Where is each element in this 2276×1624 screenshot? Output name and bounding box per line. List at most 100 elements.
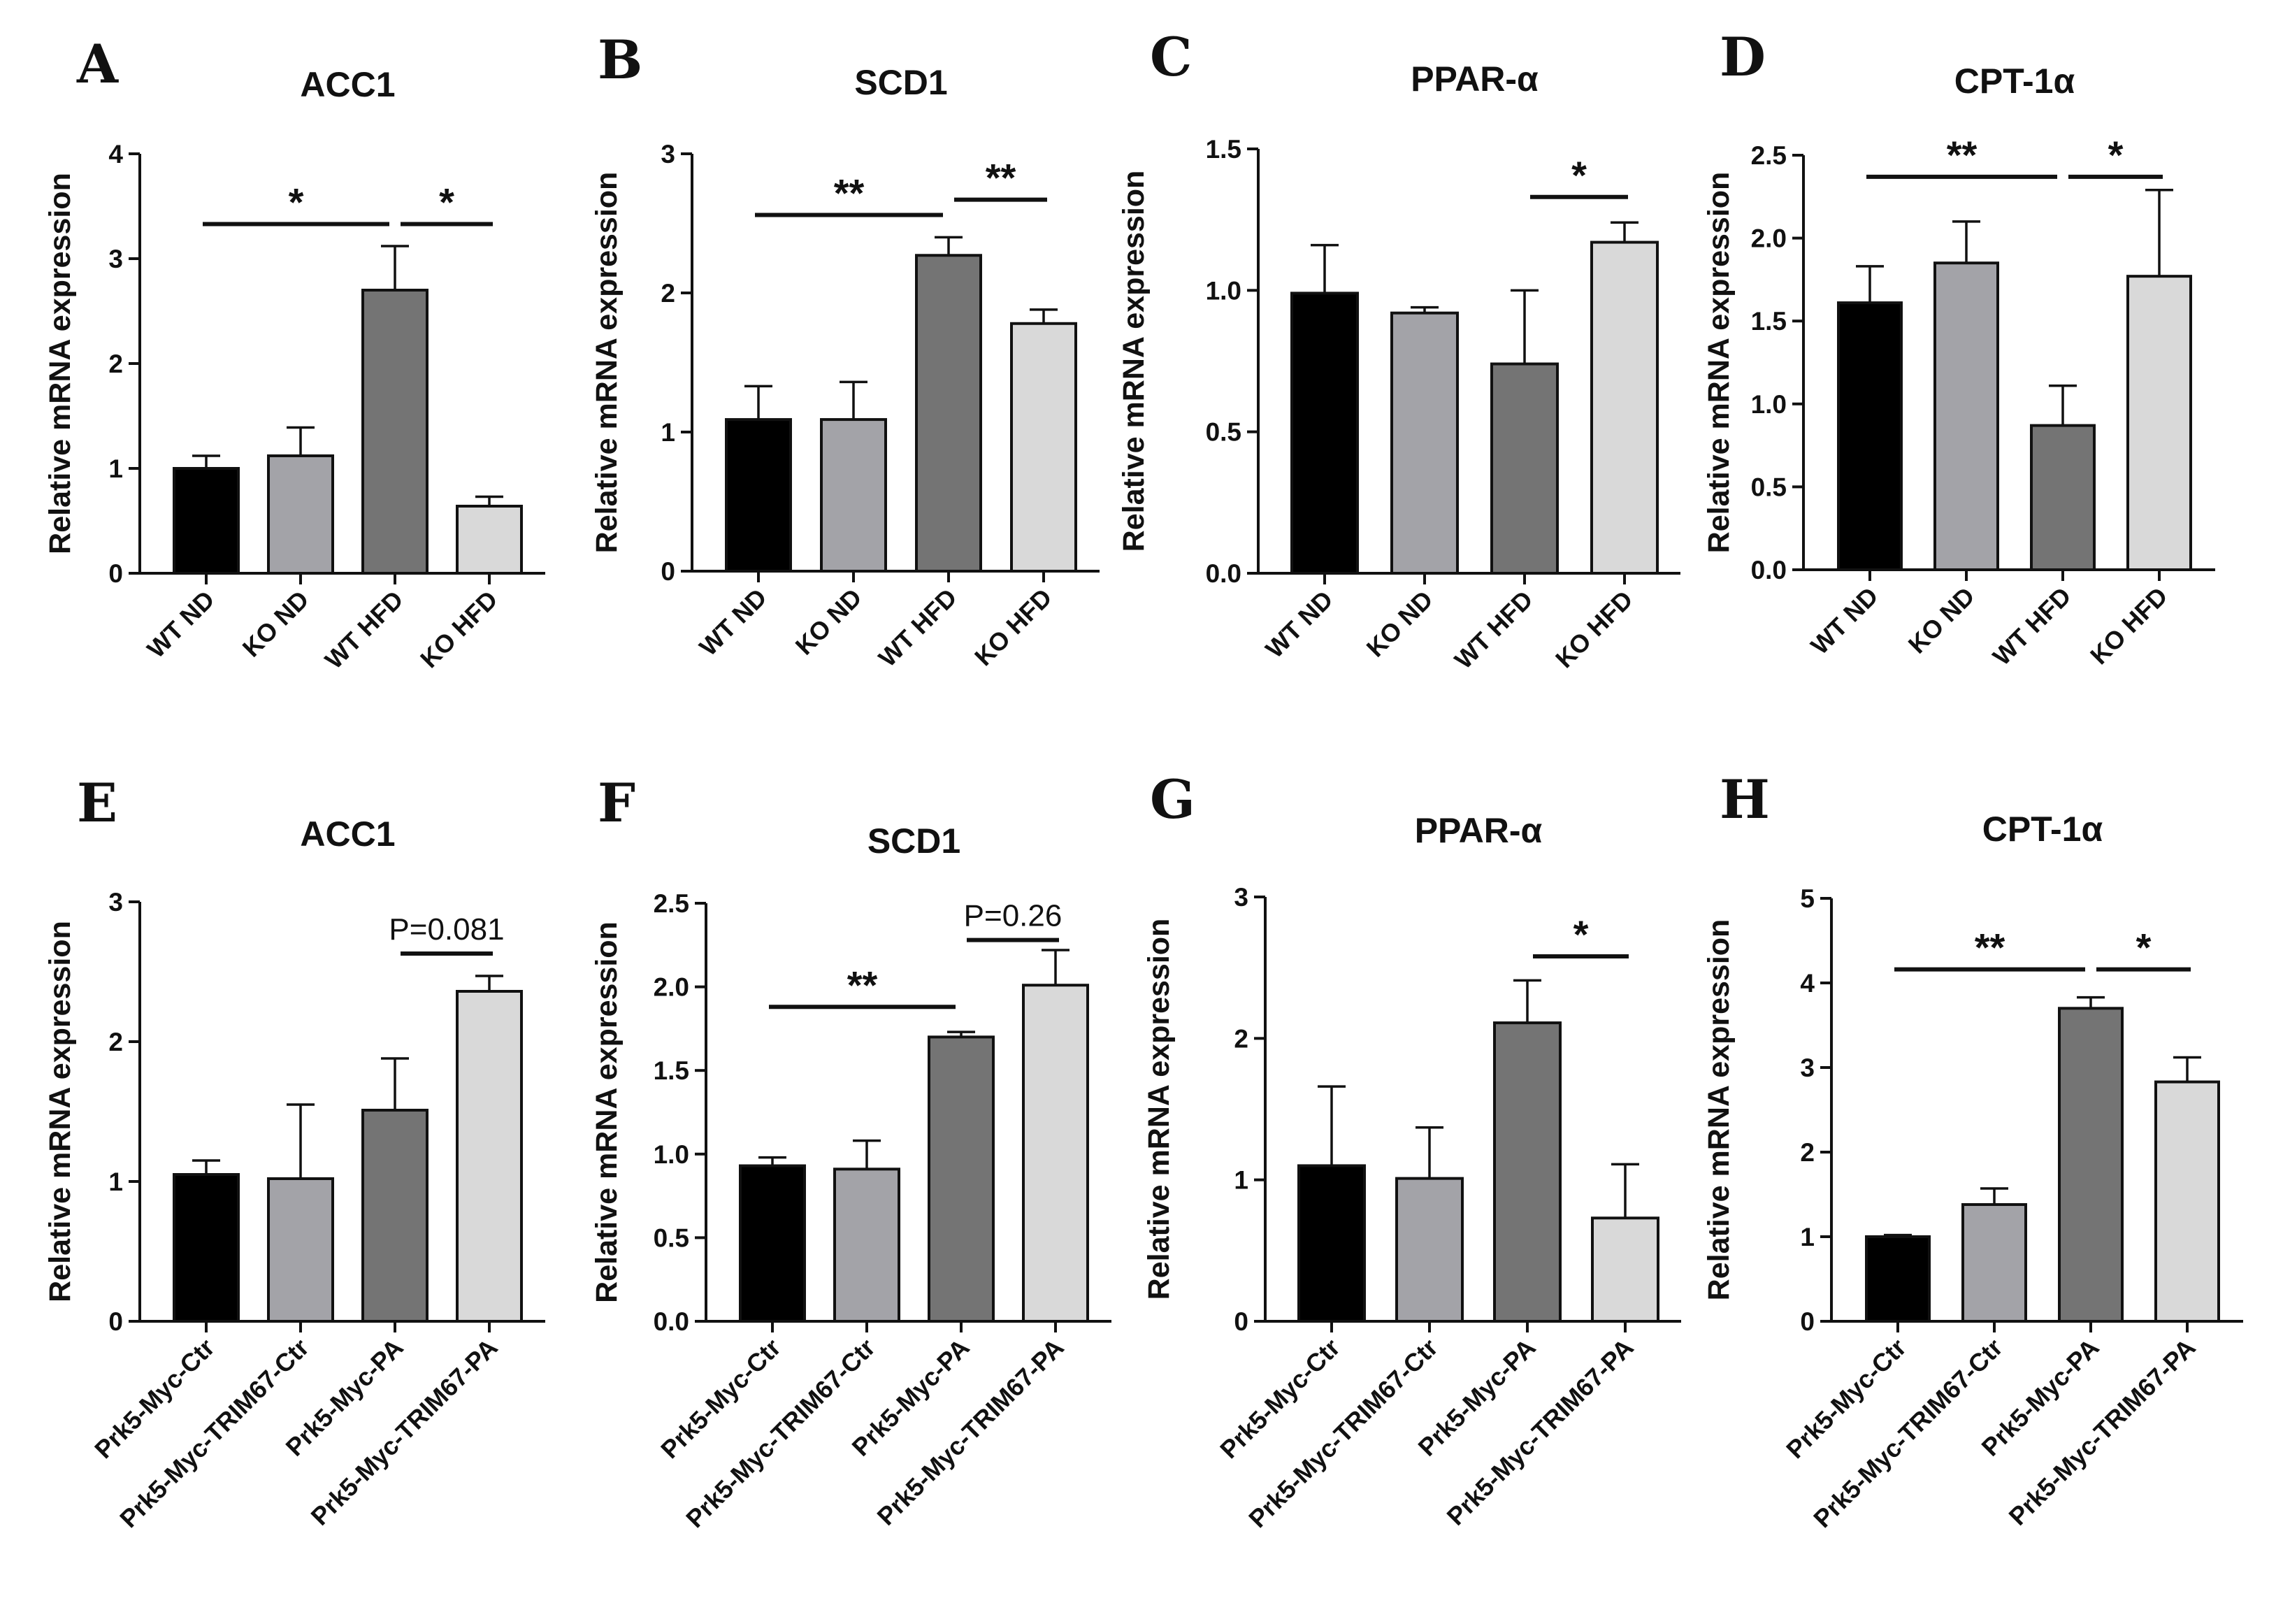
y-tick-label: 1.0 (654, 1140, 689, 1169)
bar-1 (1933, 261, 1999, 571)
x-tick-label: KO ND (1361, 585, 1439, 663)
bar-2 (2058, 1007, 2124, 1323)
bar-2 (361, 289, 428, 575)
y-axis-label: Relative mRNA expression (1142, 919, 1176, 1300)
y-tick-label: 1 (661, 418, 675, 447)
y-axis-label: Relative mRNA expression (1702, 172, 1736, 554)
panel-b: B SCD1 Relative mRNA expression 0 1 2 3 WT ND KO… (590, 29, 1100, 673)
y-tick-label: 1 (1234, 1166, 1248, 1195)
x-tick-label: WT HFD (1987, 582, 2077, 671)
y-tick-label: 2 (1800, 1138, 1815, 1167)
bar-2 (1490, 362, 1559, 575)
bar-0 (173, 1173, 240, 1323)
y-tick-label: 1 (1800, 1223, 1815, 1251)
y-axis-label: Relative mRNA expression (590, 921, 624, 1303)
y-tick-label: 2 (108, 350, 123, 378)
panel-letter: C (1150, 26, 1193, 88)
panel-c: C PPAR-α Relative mRNA expression 0.0 0.5 1.0… (1117, 26, 1680, 675)
y-tick-label: 4 (1800, 969, 1815, 998)
chart-title: PPAR-α (1415, 811, 1543, 850)
chart-title: SCD1 (854, 63, 947, 102)
y-tick-label: 1 (108, 1167, 123, 1196)
y-tick-label: 0 (1800, 1307, 1815, 1336)
panel-e: E ACC1 Relative mRNA expression 0 1 2 3 Prk5-My… (43, 772, 545, 1533)
significance-label: * (1573, 912, 1589, 956)
significance-label: ** (1975, 926, 2005, 970)
y-tick-label: 2.5 (654, 889, 689, 918)
y-tick-label: 0.0 (1206, 559, 1241, 588)
bar-3 (2154, 1080, 2220, 1323)
x-tick-label: KO ND (790, 583, 867, 661)
bar-0 (173, 467, 240, 575)
y-tick-label: 2 (108, 1028, 123, 1056)
bar-0 (1837, 301, 1903, 571)
panel-letter: B (598, 29, 642, 91)
y-axis-label: Relative mRNA expression (1117, 171, 1151, 552)
y-tick-label: 3 (1234, 883, 1248, 912)
y-tick-label: 1.5 (1751, 307, 1787, 336)
y-tick-label: 0.0 (1751, 556, 1787, 584)
significance-label: ** (834, 171, 865, 215)
significance-label: * (1571, 153, 1587, 197)
significance-label: P=0.081 (389, 912, 504, 947)
panel-letter: E (77, 772, 117, 834)
y-tick-label: 2 (1234, 1024, 1248, 1053)
x-tick-label: Prk5-Myc-TRIM67-Ctr (680, 1333, 880, 1533)
significance-label: ** (1947, 133, 1978, 177)
x-tick-label: Prk5-Myc-TRIM67-PA (872, 1333, 1069, 1531)
y-tick-label: 3 (661, 140, 675, 168)
bar-1 (267, 1177, 334, 1323)
significance-label: P=0.26 (964, 899, 1063, 933)
y-tick-label: 3 (108, 888, 123, 917)
x-tick-label: KO HFD (415, 585, 503, 674)
bar-3 (456, 505, 523, 575)
bar-2 (1493, 1021, 1562, 1323)
x-tick-label: WT ND (1805, 582, 1883, 660)
x-tick-label: WT HFD (873, 583, 963, 673)
x-tick-label: KO HFD (2084, 582, 2173, 670)
y-tick-label: 2.0 (654, 973, 689, 1002)
x-tick-label: Prk5-Myc-TRIM67-Ctr (1808, 1333, 2008, 1533)
y-axis-label: Relative mRNA expression (43, 173, 77, 554)
chart-title: SCD1 (867, 821, 960, 861)
y-tick-label: 0 (661, 557, 675, 586)
y-tick-label: 1.5 (654, 1056, 689, 1085)
y-axis-label: Relative mRNA expression (590, 172, 624, 554)
y-tick-label: 2 (661, 279, 675, 308)
panel-letter: G (1150, 768, 1195, 831)
panel-letter: D (1720, 26, 1766, 88)
chart-title: ACC1 (300, 65, 395, 104)
x-tick-label: WT ND (141, 585, 219, 663)
bar-1 (1395, 1177, 1464, 1323)
chart-title: PPAR-α (1411, 59, 1539, 99)
significance-label: * (289, 180, 304, 224)
bar-2 (2030, 424, 2096, 571)
y-tick-label: 1 (108, 454, 123, 483)
bar-0 (725, 418, 792, 573)
x-tick-label: WT HFD (1449, 585, 1539, 675)
bar-3 (456, 990, 523, 1323)
significance-label: * (2136, 926, 2152, 970)
significance-label: ** (986, 156, 1016, 200)
y-tick-label: 1.0 (1751, 390, 1787, 419)
bar-0 (1290, 292, 1359, 575)
y-tick-label: 0 (108, 1307, 123, 1336)
bar-0 (739, 1164, 806, 1323)
x-tick-label: KO HFD (1550, 585, 1638, 674)
x-tick-label: Prk5-Myc-TRIM67-PA (2003, 1333, 2201, 1531)
x-tick-label: KO ND (237, 585, 315, 663)
significance-label: ** (847, 963, 878, 1007)
x-tick-label: WT HFD (319, 585, 409, 675)
bar-2 (361, 1109, 428, 1323)
y-tick-label: 0.5 (654, 1223, 689, 1252)
bar-3 (1010, 322, 1077, 573)
x-tick-label: WT ND (693, 583, 772, 661)
bar-1 (1390, 311, 1459, 575)
y-tick-label: 0 (108, 559, 123, 588)
y-tick-label: 2.0 (1751, 224, 1787, 253)
y-tick-label: 3 (1800, 1054, 1815, 1082)
y-tick-label: 0.0 (654, 1307, 689, 1336)
y-axis-label: Relative mRNA expression (1702, 919, 1736, 1301)
